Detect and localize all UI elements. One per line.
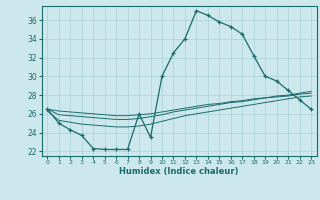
- X-axis label: Humidex (Indice chaleur): Humidex (Indice chaleur): [119, 167, 239, 176]
